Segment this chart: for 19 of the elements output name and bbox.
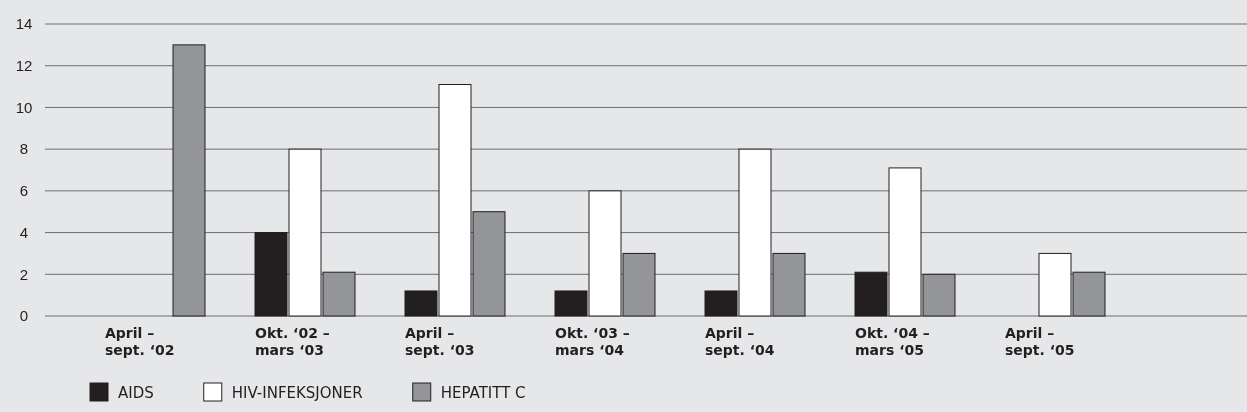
x-tick-label: Okt. ‘04 – mars ‘05	[855, 325, 930, 358]
y-tick-label: 14	[15, 15, 33, 33]
y-tick-label: 6	[19, 182, 29, 200]
x-tick-label: Okt. ‘02 – mars ‘03	[255, 325, 330, 358]
x-tick-label: April – sept. ‘03	[405, 325, 475, 358]
x-tick-label: April – sept. ‘04	[705, 325, 775, 358]
y-tick-label: 4	[19, 223, 29, 241]
y-tick-label: 2	[19, 265, 29, 283]
legend-label: HEPATITT C	[440, 384, 526, 402]
legend-label: HIV-INFEKSJONER	[231, 384, 363, 402]
y-tick-label: 8	[19, 140, 29, 158]
x-tick-label: April – sept. ‘05	[1005, 325, 1075, 358]
y-tick-label: 10	[15, 98, 33, 116]
bar	[172, 44, 206, 317]
y-tick-label: 12	[15, 57, 33, 75]
x-tick-label: April – sept. ‘02	[105, 325, 175, 358]
legend-label: AIDS	[118, 384, 154, 402]
x-tick-label: Okt. ‘03 – mars ‘04	[555, 325, 630, 358]
y-tick-label: 0	[19, 307, 29, 325]
